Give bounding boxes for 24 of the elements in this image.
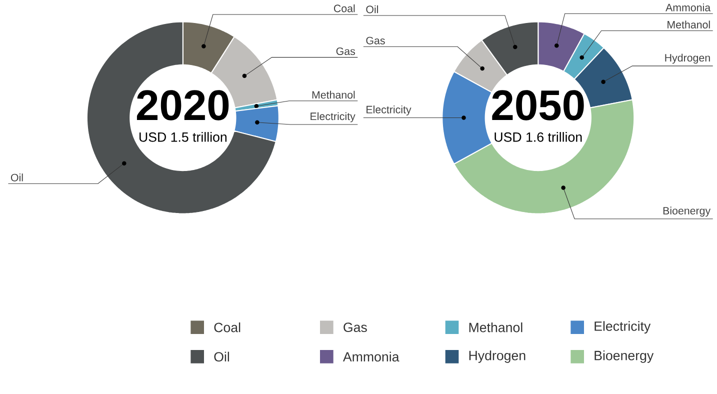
slice-label: Oil (366, 5, 378, 14)
slice-label: Hydrogen (665, 54, 710, 64)
slice-label: Methanol (668, 20, 710, 28)
legend-label: Electricity (594, 321, 651, 334)
text: 2050 (492, 90, 584, 120)
legend-label: Ammonia (342, 352, 400, 362)
legend-label: Gas (344, 322, 367, 332)
text: USD 1.5 trillion (140, 132, 226, 142)
legend-label: Coal (214, 322, 240, 332)
legend-label: Methanol (469, 322, 522, 332)
slice-label: Ammonia (666, 3, 711, 12)
slice-label: Gas (336, 47, 356, 56)
text: 2020 (136, 90, 229, 120)
slice-label: Bioenergy (663, 206, 711, 217)
legend-label: Bioenergy (594, 350, 654, 363)
slice-label: Gas (366, 36, 385, 44)
slice-label: Electricity (310, 112, 356, 122)
slice-label: Oil (10, 174, 23, 182)
legend-label: Oil (214, 352, 230, 362)
slice-label: Coal (334, 4, 355, 12)
text: USD 1.6 trillion (494, 132, 582, 142)
slice-label: Electricity (366, 106, 412, 116)
slice-label: Methanol (312, 90, 355, 99)
legend-label: Hydrogen (469, 350, 526, 363)
